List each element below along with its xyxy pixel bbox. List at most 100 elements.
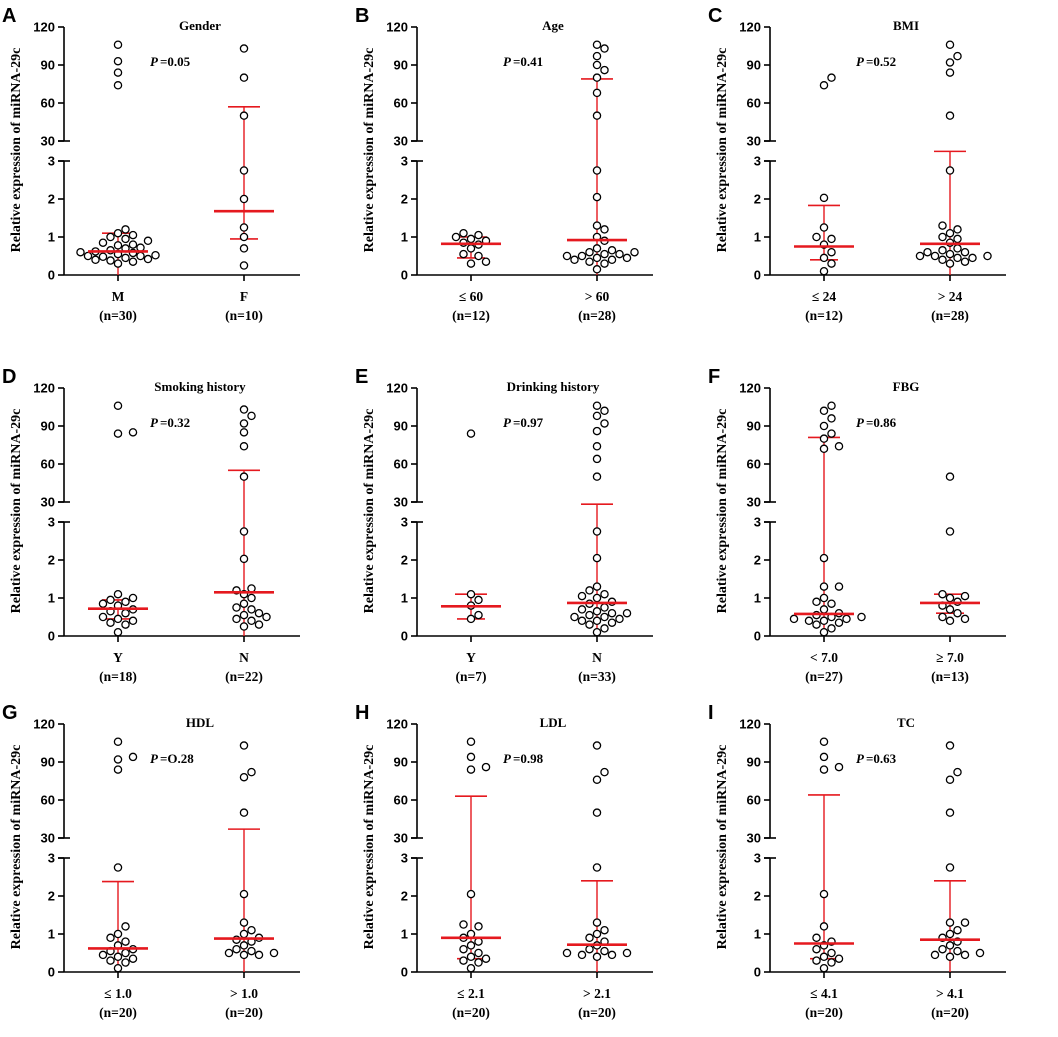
data-point (562, 948, 572, 958)
y-axis-label: Relative expression of miRNA-29c (9, 745, 24, 950)
data-point (827, 624, 836, 633)
data-point (91, 255, 100, 265)
data-point (834, 762, 844, 772)
data-point (474, 595, 483, 605)
data-point (239, 166, 249, 175)
y-tick-label: 2 (401, 889, 408, 904)
data-point (592, 472, 602, 481)
p-value-prefix: P (503, 54, 512, 69)
data-point (128, 616, 138, 626)
data-point (239, 428, 249, 437)
group-label: ≤ 2.1 (457, 986, 485, 1001)
data-point (812, 944, 821, 954)
data-point (592, 593, 602, 603)
data-point (239, 442, 249, 451)
data-point (819, 253, 829, 263)
panel-title: LDL (540, 715, 567, 730)
data-point (819, 553, 829, 563)
data-point (834, 954, 844, 963)
data-point (938, 255, 947, 265)
panel-title: Smoking history (154, 379, 246, 394)
y-tick-label: 60 (747, 96, 761, 111)
y-tick-label: 30 (41, 134, 55, 149)
p-value: P =0.63 (856, 751, 897, 766)
data-point (239, 405, 249, 414)
data-point (459, 944, 468, 954)
data-point (239, 419, 249, 428)
panel-title: Drinking history (507, 379, 600, 394)
y-tick-label: 90 (394, 419, 408, 434)
data-point (466, 941, 476, 950)
data-point (239, 244, 249, 253)
data-point (592, 582, 602, 591)
data-point (953, 234, 962, 244)
data-point (113, 228, 123, 238)
data-point (819, 963, 829, 973)
y-tick-label: 1 (754, 591, 761, 606)
y-tick-label: 1 (754, 230, 761, 245)
y-tick-label: 3 (48, 515, 55, 530)
group-label: < 7.0 (810, 650, 838, 665)
data-point (98, 252, 108, 262)
y-tick-label: 2 (48, 889, 55, 904)
p-value-prefix: P (503, 415, 512, 430)
y-tick-label: 0 (48, 965, 55, 980)
data-point (945, 166, 955, 175)
panel-a: A Gender Relative expression of miRNA-29c 3… (0, 0, 352, 340)
data-point (938, 944, 947, 954)
group-n: (n=20) (452, 1005, 490, 1020)
panel-i: I TC Relative expression of miRNA-29c 30 60 9… (706, 697, 1058, 1037)
data-point (600, 612, 609, 622)
data-point (239, 194, 249, 204)
group-label: > 24 (938, 289, 963, 304)
data-point (269, 948, 279, 958)
data-point (106, 933, 115, 943)
p-value: P =0.52 (856, 54, 896, 69)
data-point (128, 230, 138, 240)
data-point (592, 553, 602, 563)
data-point (585, 610, 594, 620)
data-point (592, 40, 602, 49)
data-point (819, 434, 829, 443)
data-point (113, 755, 123, 764)
data-point (232, 603, 241, 612)
group-n: (n=28) (578, 308, 616, 323)
group-n: (n=27) (805, 669, 843, 684)
data-point (812, 933, 821, 943)
data-point (577, 950, 587, 960)
group-label: > 1.0 (230, 986, 258, 1001)
data-point (827, 414, 836, 423)
y-tick-label: 60 (394, 96, 408, 111)
data-point (121, 948, 130, 958)
data-point (819, 752, 829, 762)
data-point (113, 68, 123, 77)
data-point (98, 612, 108, 622)
y-tick-label: 120 (386, 20, 408, 35)
data-point (827, 259, 836, 268)
data-point (239, 599, 249, 608)
p-value: P =0.05 (150, 54, 191, 69)
y-tick-label: 120 (739, 20, 761, 35)
data-point (247, 925, 256, 935)
y-axis-label: Relative expression of miRNA-29c (362, 409, 377, 614)
data-point (960, 591, 970, 601)
data-point (577, 251, 587, 261)
p-value-number: =0.63 (866, 751, 897, 766)
group-label: > 2.1 (583, 986, 611, 1001)
data-point (474, 230, 483, 240)
data-point (247, 946, 256, 956)
data-point (968, 253, 977, 263)
data-point (592, 411, 602, 421)
data-point (466, 952, 476, 962)
data-point (600, 925, 609, 935)
y-axis-label: Relative expression of miRNA-29c (715, 48, 730, 253)
data-point (466, 889, 476, 899)
data-point (960, 257, 970, 266)
data-point (592, 616, 602, 626)
data-point (953, 946, 962, 956)
p-value-number: =0.32 (160, 415, 190, 430)
data-point (592, 244, 602, 253)
